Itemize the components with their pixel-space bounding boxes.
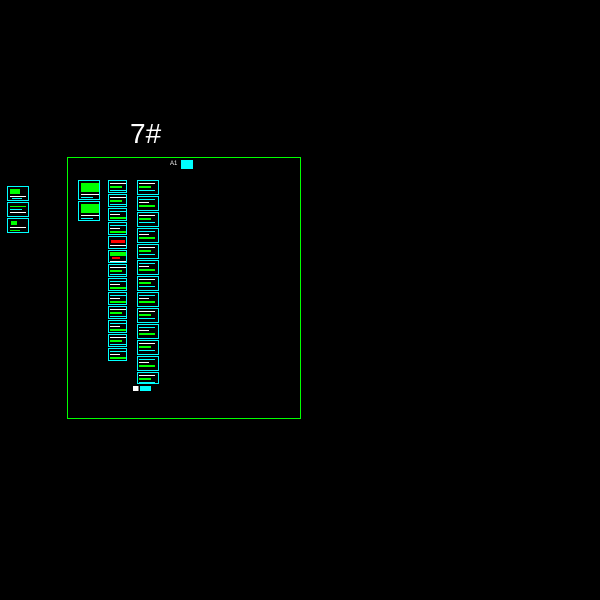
col3-thumb-11[interactable] [137, 356, 159, 371]
external-thumb-2[interactable] [7, 218, 29, 233]
thumb-content [138, 325, 158, 338]
col2-thumb-0[interactable] [108, 180, 127, 193]
thumb-content [109, 181, 126, 192]
col2-thumb-8[interactable] [108, 292, 127, 305]
col3-thumb-4[interactable] [137, 244, 159, 259]
top-marker-label: A1 [170, 161, 177, 167]
col2-thumb-1[interactable] [108, 194, 127, 207]
thumb-content [109, 209, 126, 220]
thumb-content [138, 181, 158, 194]
col1-thumb-0[interactable] [78, 180, 100, 200]
col3-thumb-0[interactable] [137, 180, 159, 195]
col2-thumb-9[interactable] [108, 306, 127, 319]
col3-thumb-12[interactable] [137, 372, 159, 384]
bottom-marker [133, 386, 151, 391]
thumb-content [109, 251, 126, 262]
thumb-content [138, 261, 158, 274]
thumb-content [138, 357, 158, 370]
external-thumb-1[interactable] [7, 202, 29, 217]
thumb-content [109, 335, 126, 346]
col3-thumb-9[interactable] [137, 324, 159, 339]
col2-thumb-4[interactable] [108, 236, 127, 249]
thumb-content [109, 265, 126, 276]
thumb-content [109, 237, 126, 248]
thumb-content [79, 202, 99, 220]
thumb-content [8, 203, 28, 216]
thumb-content [79, 181, 99, 199]
thumb-content [109, 321, 126, 332]
thumb-content [109, 307, 126, 318]
col2-thumb-7[interactable] [108, 278, 127, 291]
col3-thumb-1[interactable] [137, 196, 159, 211]
thumb-content [138, 197, 158, 210]
col3-thumb-2[interactable] [137, 212, 159, 227]
thumb-content [109, 223, 126, 234]
col2-thumb-12[interactable] [108, 348, 127, 361]
thumb-content [138, 277, 158, 290]
thumb-content [138, 213, 158, 226]
thumb-content [138, 229, 158, 242]
col3-thumb-3[interactable] [137, 228, 159, 243]
thumb-content [8, 219, 28, 232]
drawing-title: 7# [130, 118, 161, 150]
col3-thumb-7[interactable] [137, 292, 159, 307]
col2-thumb-6[interactable] [108, 264, 127, 277]
thumb-content [138, 373, 158, 383]
col1-thumb-1[interactable] [78, 201, 100, 221]
thumb-content [138, 293, 158, 306]
col2-thumb-3[interactable] [108, 222, 127, 235]
top-marker-box [181, 160, 193, 169]
external-thumb-0[interactable] [7, 186, 29, 201]
col2-thumb-10[interactable] [108, 320, 127, 333]
col2-thumb-11[interactable] [108, 334, 127, 347]
col2-thumb-2[interactable] [108, 208, 127, 221]
thumb-content [138, 245, 158, 258]
thumb-content [109, 349, 126, 360]
col2-thumb-5[interactable] [108, 250, 127, 263]
thumb-content [109, 279, 126, 290]
main-frame [67, 157, 301, 419]
col3-thumb-10[interactable] [137, 340, 159, 355]
thumb-content [109, 293, 126, 304]
col3-thumb-5[interactable] [137, 260, 159, 275]
thumb-content [138, 309, 158, 322]
thumb-content [138, 341, 158, 354]
thumb-content [8, 187, 28, 200]
col3-thumb-8[interactable] [137, 308, 159, 323]
thumb-content [109, 195, 126, 206]
col3-thumb-6[interactable] [137, 276, 159, 291]
